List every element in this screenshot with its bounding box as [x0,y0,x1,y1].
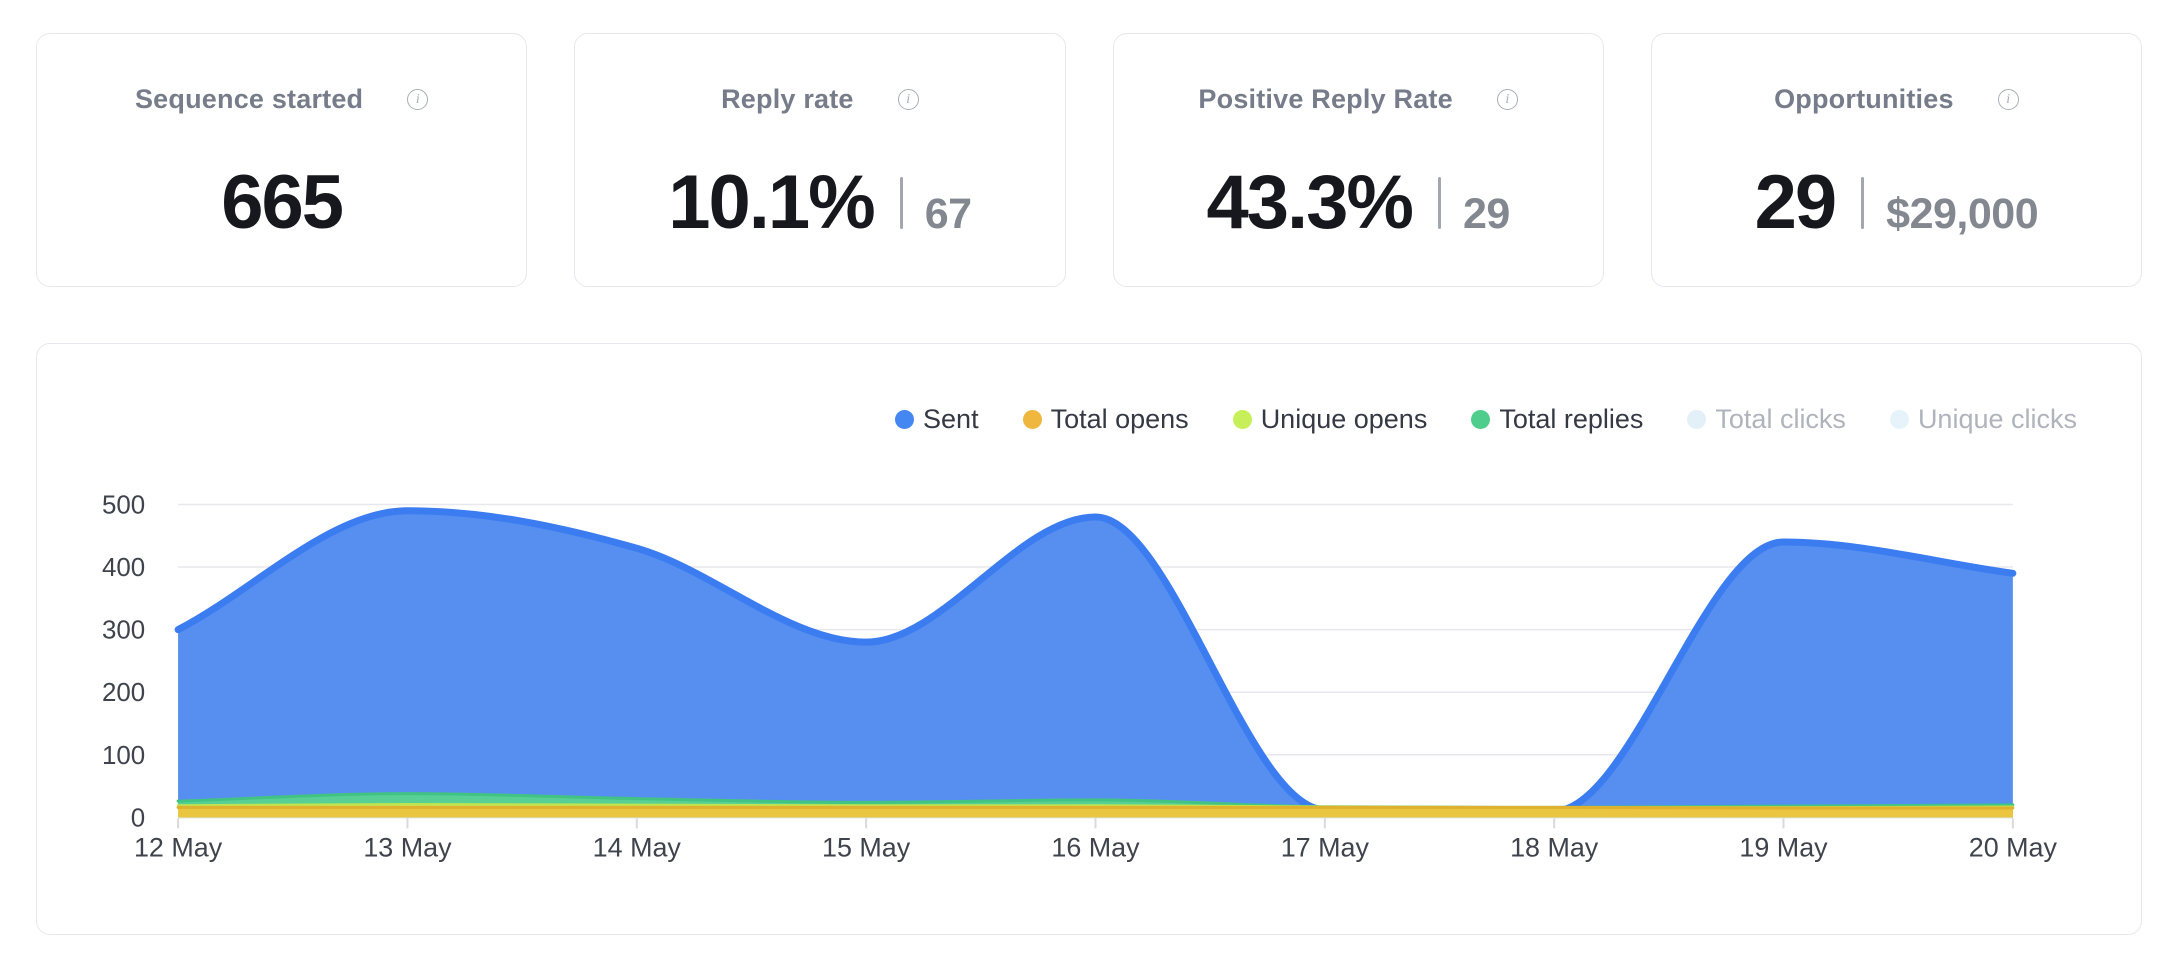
info-icon[interactable]: i [407,89,429,110]
stat-card-label: Positive Reply Rate [1198,84,1453,114]
svg-text:100: 100 [102,742,145,770]
stat-card-secondary-value: 67 [924,190,972,238]
svg-text:20 May: 20 May [1969,832,2058,862]
legend-dot-total-opens [1022,410,1042,429]
svg-text:300: 300 [102,617,145,645]
stat-card-value: 43.3% [1206,160,1413,245]
info-icon[interactable]: i [1496,89,1518,110]
value-divider [1861,177,1865,229]
legend-label: Unique clicks [1917,404,2077,434]
stat-card-header: Reply rate i [721,84,919,115]
stat-card-label: Reply rate [721,84,854,114]
stat-card-secondary-value: 29 [1462,190,1510,238]
svg-text:500: 500 [102,491,145,519]
stat-card-body: 29 $29,000 [1754,160,2039,245]
legend-item-unique-clicks[interactable]: Unique clicks [1889,404,2077,435]
svg-text:14 May: 14 May [593,832,682,862]
sequence-activity-chart-card: 0 100 200 300 400 500 12 May 13 May 14 May 15 May… [36,343,2142,935]
info-icon[interactable]: i [1997,89,2019,110]
svg-text:400: 400 [102,554,145,582]
svg-text:18 May: 18 May [1510,832,1599,862]
stat-card-header: Opportunities i [1774,84,2019,115]
info-icon[interactable]: i [897,89,919,110]
legend-item-total-opens[interactable]: Total opens [1022,404,1189,435]
svg-text:16 May: 16 May [1051,832,1140,862]
stat-card-sequence-started: Sequence started i 665 [36,33,528,287]
legend-dot-unique-opens [1232,410,1252,429]
stat-card-reply-rate: Reply rate i 10.1% 67 [574,33,1066,287]
legend-item-unique-opens[interactable]: Unique opens [1232,404,1428,435]
stat-card-body: 43.3% 29 [1206,160,1510,245]
stat-card-header: Positive Reply Rate i [1198,84,1518,115]
stat-card-label: Sequence started [134,84,364,114]
legend-item-total-clicks[interactable]: Total clicks [1687,404,1846,435]
stat-card-value: 665 [221,160,344,245]
svg-text:17 May: 17 May [1281,832,1370,862]
legend-label: Unique opens [1260,404,1428,434]
legend-dot-total-clicks [1687,410,1707,429]
stat-card-value: 29 [1754,160,1838,245]
area-chart: 0 100 200 300 400 500 12 May 13 May 14 May 15 May… [102,491,2058,862]
value-divider [899,177,903,229]
legend-label: Total clicks [1715,404,1846,434]
value-divider [1437,177,1441,229]
legend-label: Total opens [1050,404,1189,434]
svg-text:15 May: 15 May [822,832,911,862]
svg-text:19 May: 19 May [1739,832,1828,862]
stat-card-header: Sequence started i [134,84,429,115]
legend-dot-sent [895,410,915,429]
legend-label: Total replies [1499,404,1644,434]
stat-card-label: Opportunities [1774,84,1954,114]
legend-item-total-replies[interactable]: Total replies [1471,404,1643,435]
legend-dot-total-replies [1471,410,1491,429]
stat-cards-row: Sequence started i 665 Reply rate i 10.1… [36,33,2142,287]
svg-text:200: 200 [102,679,145,707]
stat-card-value: 10.1% [668,160,875,245]
chart-legend: Sent Total opens Unique opens Total repl… [895,404,2077,435]
legend-dot-unique-clicks [1889,410,1909,429]
stat-card-body: 665 [221,160,344,245]
stat-card-opportunities: Opportunities i 29 $29,000 [1650,33,2142,287]
stat-card-secondary-value: $29,000 [1886,190,2039,238]
svg-text:13 May: 13 May [363,832,452,862]
legend-item-sent[interactable]: Sent [895,404,979,435]
svg-text:0: 0 [131,804,145,832]
svg-text:12 May: 12 May [134,832,223,862]
stat-card-body: 10.1% 67 [668,160,972,245]
legend-label: Sent [923,404,979,434]
stat-card-positive-reply-rate: Positive Reply Rate i 43.3% 29 [1112,33,1604,287]
